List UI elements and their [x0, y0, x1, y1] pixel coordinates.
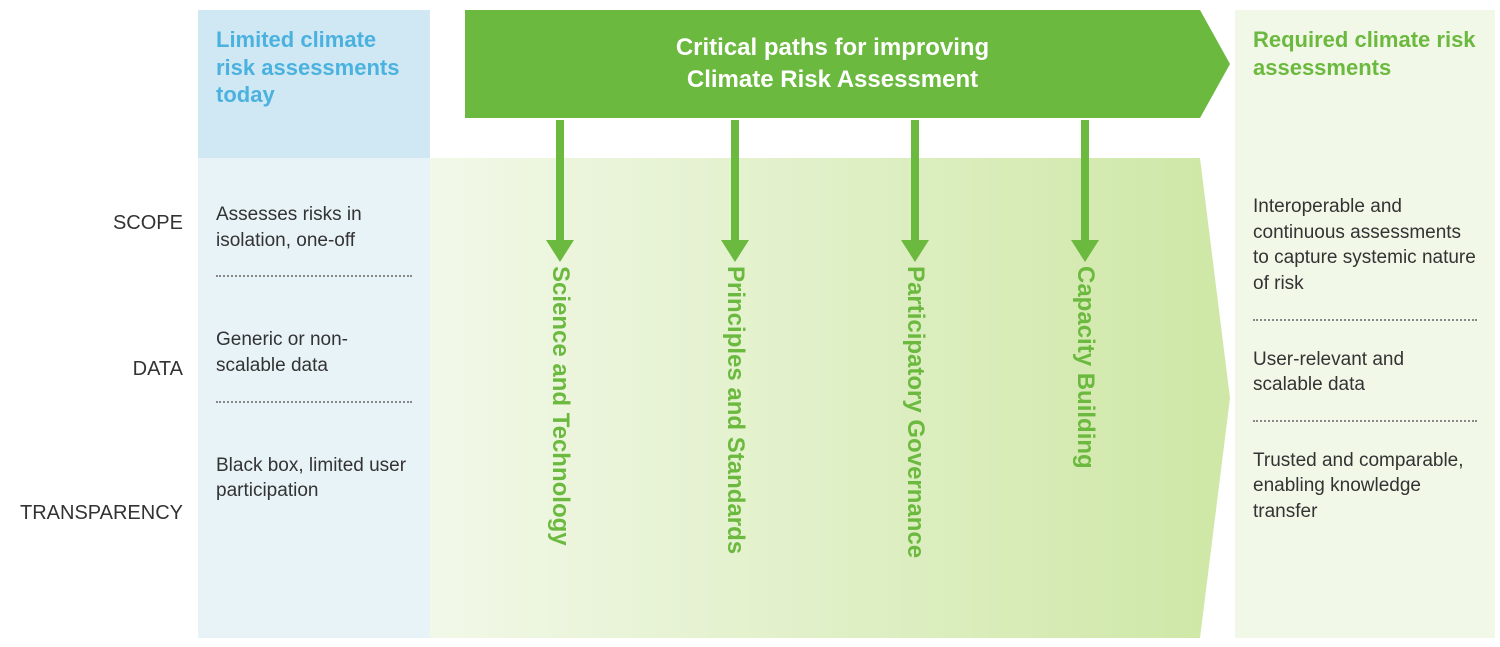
arrow-line-icon — [911, 120, 919, 240]
right-title: Required climate risk assessments — [1253, 26, 1477, 81]
left-title: Limited climate risk assessments today — [216, 26, 412, 109]
arrow-head-icon — [1071, 240, 1099, 262]
path-label-principles: Principles and Standards — [720, 266, 750, 554]
row-label-scope: SCOPE — [113, 212, 183, 235]
row-label-transparency: TRANSPARENCY — [20, 502, 183, 525]
center-banner-text: Critical paths for improving Climate Ris… — [676, 32, 989, 97]
right-header: Required climate risk assessments — [1235, 10, 1495, 158]
infographic-container: SCOPE DATA TRANSPARENCY Limited climate … — [0, 0, 1500, 647]
right-item-scope: Interoperable and continuous assessments… — [1253, 194, 1477, 297]
left-item-transparency: Black box, limited user participation — [216, 453, 412, 504]
path-capacity: Capacity Building — [1070, 120, 1100, 469]
arrow-line-icon — [1081, 120, 1089, 240]
arrow-head-icon — [901, 240, 929, 262]
left-item-scope: Assesses risks in isolation, one-off — [216, 202, 412, 253]
arrow-line-icon — [731, 120, 739, 240]
path-principles: Principles and Standards — [720, 120, 750, 554]
center-banner: Critical paths for improving Climate Ris… — [465, 10, 1200, 118]
banner-line2: Climate Risk Assessment — [687, 66, 978, 93]
center-banner-tip-icon — [1200, 10, 1230, 118]
right-body: Interoperable and continuous assessments… — [1235, 158, 1495, 638]
path-label-participatory: Participatory Governance — [900, 266, 930, 558]
center-body-arrow-tip-icon — [1200, 158, 1230, 638]
divider-icon — [1253, 319, 1477, 321]
right-item-transparency: Trusted and comparable, enabling knowled… — [1253, 448, 1477, 525]
left-header: Limited climate risk assessments today — [198, 10, 430, 158]
divider-icon — [216, 401, 412, 403]
arrow-line-icon — [556, 120, 564, 240]
divider-icon — [1253, 420, 1477, 422]
path-label-science: Science and Technology — [545, 266, 575, 546]
path-label-capacity: Capacity Building — [1070, 266, 1100, 469]
path-participatory: Participatory Governance — [900, 120, 930, 558]
banner-line1: Critical paths for improving — [676, 34, 989, 61]
row-label-data: DATA — [133, 358, 183, 381]
left-body: Assesses risks in isolation, one-off Gen… — [198, 158, 430, 638]
divider-icon — [216, 275, 412, 277]
left-item-data: Generic or non-scalable data — [216, 327, 412, 378]
path-science: Science and Technology — [545, 120, 575, 546]
arrow-head-icon — [546, 240, 574, 262]
right-item-data: User-relevant and scalable data — [1253, 347, 1477, 398]
arrow-head-icon — [721, 240, 749, 262]
